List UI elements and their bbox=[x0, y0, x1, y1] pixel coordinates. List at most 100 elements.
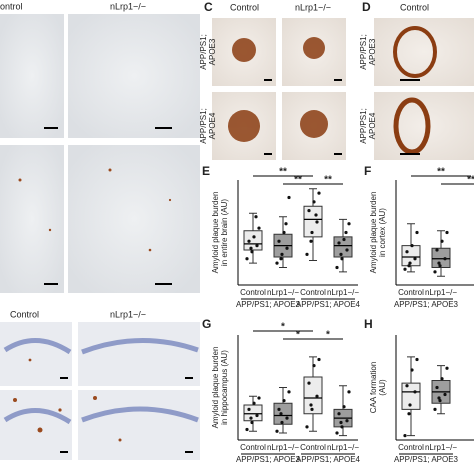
vessel-stain bbox=[393, 26, 437, 78]
x-tick-label: nLrp1−/− bbox=[425, 288, 457, 297]
data-point bbox=[443, 392, 447, 397]
data-point bbox=[249, 416, 253, 420]
data-point bbox=[282, 399, 286, 403]
plaque-stain bbox=[228, 37, 328, 142]
row-label: APOE3 bbox=[368, 38, 377, 65]
panel-label: D bbox=[362, 0, 371, 14]
data-point bbox=[347, 390, 351, 394]
data-point bbox=[445, 230, 449, 235]
data-point bbox=[339, 252, 343, 256]
box bbox=[273, 402, 293, 425]
box bbox=[431, 247, 451, 268]
data-point bbox=[245, 427, 249, 432]
data-point bbox=[307, 209, 311, 213]
data-point bbox=[307, 381, 311, 385]
hippocampus-image bbox=[78, 322, 200, 386]
data-point bbox=[305, 425, 309, 429]
data-point bbox=[257, 226, 261, 230]
data-point bbox=[433, 270, 437, 274]
data-point bbox=[340, 425, 344, 429]
hippocampus-image bbox=[78, 390, 200, 460]
box bbox=[303, 205, 323, 238]
data-point bbox=[245, 257, 249, 261]
data-point bbox=[342, 237, 346, 242]
row-label: APOE4 bbox=[208, 112, 217, 139]
row-label: APP/PS1; bbox=[359, 34, 368, 70]
data-point bbox=[314, 213, 318, 217]
x-tick-label: Control bbox=[240, 443, 266, 452]
scale-bars bbox=[44, 79, 420, 453]
data-point bbox=[285, 416, 289, 420]
data-point bbox=[310, 230, 314, 235]
data-point bbox=[443, 257, 447, 261]
data-point bbox=[282, 230, 286, 235]
data-point bbox=[413, 390, 417, 394]
data-point bbox=[437, 261, 441, 265]
data-point bbox=[435, 385, 439, 390]
data-point bbox=[407, 264, 411, 268]
data-point bbox=[433, 407, 437, 411]
data-point bbox=[315, 394, 319, 398]
data-point bbox=[312, 364, 316, 368]
column-header: ontrol bbox=[0, 1, 23, 11]
data-point bbox=[407, 412, 411, 416]
data-point bbox=[445, 366, 449, 370]
x-tick-label: nLrp1−/− bbox=[327, 443, 359, 452]
data-point bbox=[309, 403, 313, 407]
data-point bbox=[275, 429, 279, 433]
images bbox=[0, 14, 474, 460]
data-point bbox=[410, 244, 414, 248]
significance-label: * bbox=[296, 330, 300, 341]
data-point bbox=[403, 434, 407, 438]
group-label: APP/PS1; APOE3 bbox=[394, 300, 459, 309]
brain-image bbox=[0, 14, 64, 138]
data-point bbox=[435, 248, 439, 252]
data-point bbox=[440, 377, 444, 381]
y-axis-label: Amyloid plaque burden bbox=[369, 192, 378, 274]
x-tick-label: Control bbox=[240, 288, 266, 297]
data-point bbox=[335, 265, 339, 270]
data-point bbox=[309, 239, 313, 243]
significance-label: ** bbox=[324, 175, 332, 186]
group-label: APP/PS1; APOE4 bbox=[296, 455, 361, 464]
y-axis-label: (AU) bbox=[378, 379, 387, 396]
data-point bbox=[339, 420, 343, 425]
x-tick-label: Control bbox=[398, 443, 424, 452]
data-point bbox=[408, 261, 412, 265]
data-point bbox=[415, 230, 419, 235]
data-point bbox=[337, 241, 341, 245]
group-label: APP/PS1; APOE3 bbox=[236, 300, 301, 309]
x-tick-label: nLrp1−/− bbox=[267, 288, 299, 297]
data-point bbox=[287, 390, 291, 394]
panel-label: E bbox=[202, 164, 210, 178]
y-axis-label: Amyloid plaque burden bbox=[211, 192, 220, 274]
y-axis-label: CAA formation bbox=[369, 362, 378, 414]
data-point bbox=[284, 222, 288, 226]
data-point bbox=[279, 257, 283, 261]
column-header: Control bbox=[10, 309, 39, 319]
panel-label: F bbox=[364, 164, 371, 178]
data-point bbox=[440, 239, 444, 243]
x-tick-label: nLrp1−/− bbox=[425, 443, 457, 452]
data-point bbox=[344, 230, 348, 235]
data-point bbox=[315, 220, 319, 224]
brain-image bbox=[68, 145, 200, 293]
significance-label: ** bbox=[437, 167, 445, 178]
data-point bbox=[335, 431, 339, 435]
significance-label: * bbox=[326, 330, 330, 341]
row-label: APOE3 bbox=[208, 38, 217, 65]
significance-label: ** bbox=[279, 167, 287, 178]
data-point bbox=[310, 407, 314, 411]
plaque-dots bbox=[13, 168, 172, 442]
data-point bbox=[405, 250, 409, 254]
x-tick-label: Control bbox=[398, 288, 424, 297]
data-point bbox=[254, 215, 258, 219]
data-point bbox=[257, 396, 261, 400]
vessel-stain bbox=[393, 97, 431, 155]
data-point bbox=[250, 420, 254, 425]
group-label: APP/PS1; APOE3 bbox=[236, 455, 301, 464]
data-point bbox=[255, 244, 259, 248]
group-label: APP/PS1; APOE3 bbox=[394, 455, 459, 464]
data-point bbox=[280, 252, 284, 256]
